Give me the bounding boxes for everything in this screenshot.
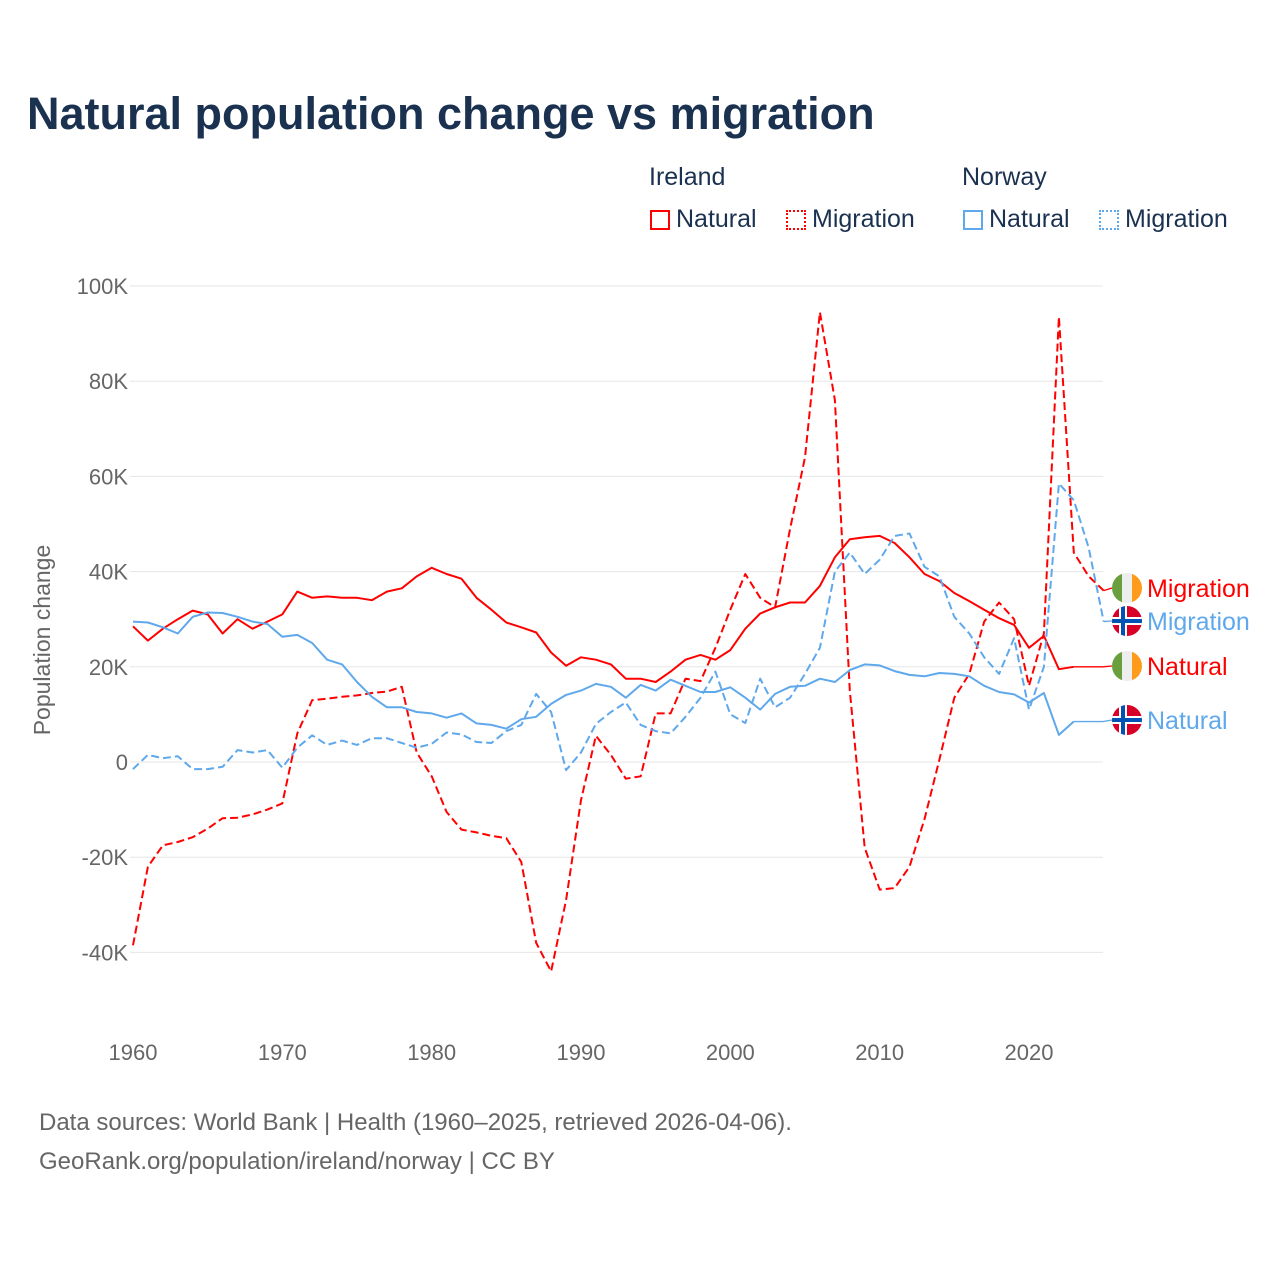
legend-label: Natural — [989, 205, 1070, 233]
ireland-flag-icon — [1112, 573, 1142, 603]
norway-flag-icon — [1112, 705, 1142, 735]
x-tick-label: 2020 — [1005, 1040, 1054, 1065]
end-label: Natural — [1147, 653, 1228, 681]
norway-flag-icon — [1112, 606, 1142, 636]
legend-norway-natural[interactable]: Natural — [963, 205, 1070, 234]
y-tick-label: 20K — [89, 655, 128, 680]
legend-swatch-solid-icon — [963, 209, 983, 230]
end-label: Migration — [1147, 575, 1250, 603]
x-tick-label: 1970 — [258, 1040, 307, 1065]
x-tick-label: 1980 — [407, 1040, 456, 1065]
y-axis-label: Population change — [29, 545, 55, 736]
legend-swatch-dotted-icon — [1099, 209, 1119, 230]
series-line-ireland-natural[interactable] — [132, 534, 1074, 683]
legend-label: Natural — [676, 205, 757, 233]
y-tick-label: 0 — [116, 750, 128, 775]
y-tick-label: -40K — [82, 940, 129, 965]
legend-norway-migration[interactable]: Migration — [1099, 205, 1228, 234]
x-tick-label: 1990 — [557, 1040, 606, 1065]
x-tick-label: 1960 — [109, 1040, 158, 1065]
series-line-norway-migration[interactable] — [132, 482, 1105, 772]
legend-label: Migration — [812, 205, 915, 233]
end-label: Natural — [1147, 707, 1228, 735]
label-connector — [1073, 719, 1113, 723]
footer-link[interactable]: GeoRank.org/population/ireland/norway | … — [39, 1148, 555, 1175]
y-tick-label: 80K — [89, 369, 128, 394]
y-tick-label: -20K — [82, 845, 129, 870]
y-tick-label: 60K — [89, 464, 128, 489]
label-connector — [1073, 665, 1113, 668]
series-line-norway-natural[interactable] — [132, 611, 1075, 736]
legend-group-ireland: Ireland — [649, 163, 726, 191]
x-tick-label: 2010 — [855, 1040, 904, 1065]
legend-group-norway: Norway — [962, 163, 1047, 191]
footer-sources: Data sources: World Bank | Health (1960–… — [39, 1109, 792, 1136]
y-tick-label: 100K — [77, 274, 129, 299]
series-line-ireland-migration[interactable] — [132, 311, 1105, 973]
legend-ireland-migration[interactable]: Migration — [786, 205, 915, 234]
legend-ireland-natural[interactable]: Natural — [650, 205, 757, 234]
legend-swatch-dotted-icon — [786, 209, 806, 230]
legend-swatch-solid-icon — [650, 209, 670, 230]
label-connector — [1103, 587, 1113, 592]
ireland-flag-icon — [1112, 651, 1142, 681]
end-label: Migration — [1147, 608, 1250, 636]
chart-title: Natural population change vs migration — [27, 88, 875, 139]
x-tick-label: 2000 — [706, 1040, 755, 1065]
y-tick-label: 40K — [89, 560, 128, 585]
legend-label: Migration — [1125, 205, 1228, 233]
label-connector — [1103, 620, 1113, 623]
